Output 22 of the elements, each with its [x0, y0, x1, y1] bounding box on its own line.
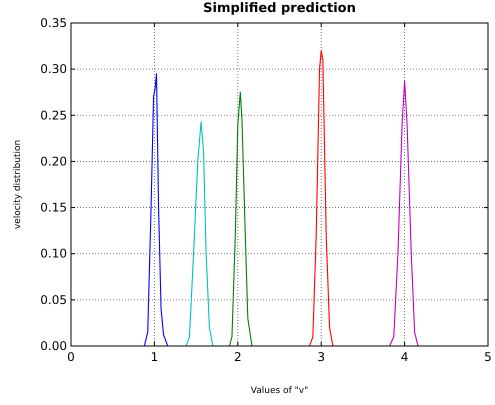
y-tick-label: 0.25	[40, 108, 67, 122]
x-tick-label: 4	[400, 350, 408, 364]
x-tick-label: 5	[484, 350, 492, 364]
y-tick-label: 0.30	[40, 62, 67, 76]
line-series	[389, 80, 418, 347]
line-series	[186, 121, 214, 347]
x-tick-label: 1	[150, 350, 158, 364]
line-series	[308, 50, 334, 347]
x-tick-label: 3	[317, 350, 326, 364]
y-tick-label: 0.35	[40, 16, 67, 30]
line-series	[228, 92, 253, 347]
y-tick-label: 0.05	[40, 292, 67, 307]
x-axis-title: Values of "v"	[250, 386, 308, 396]
line-series	[144, 73, 168, 347]
y-tick-label: 0.00	[40, 339, 67, 353]
y-tick-label: 0.15	[40, 200, 67, 215]
y-tick-label: 0.20	[40, 154, 67, 168]
x-tick-label: 2	[234, 350, 242, 364]
chart-title: Simplified prediction	[203, 1, 356, 16]
x-tick-label: 0	[67, 350, 75, 364]
y-axis-title: velocity distribution	[13, 140, 23, 230]
y-tick-label: 0.10	[40, 246, 67, 261]
